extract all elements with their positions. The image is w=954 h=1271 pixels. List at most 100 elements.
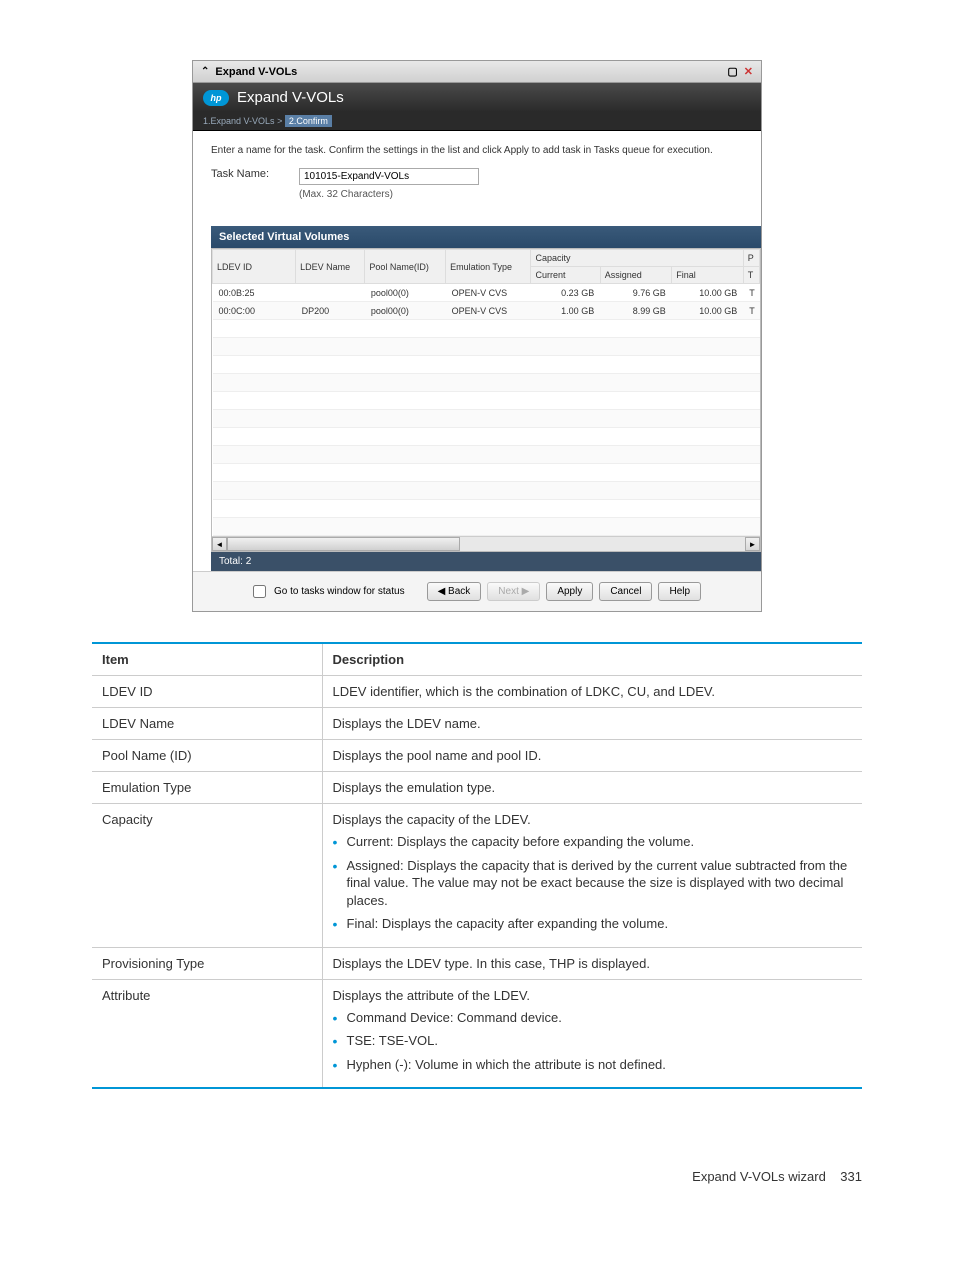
desc-row: CapacityDisplays the capacity of the LDE…	[92, 804, 862, 948]
cell-ldev-name: DP200	[296, 302, 365, 320]
breadcrumb-sep: >	[277, 116, 282, 126]
desc-text: Displays the LDEV type. In this case, TH…	[322, 947, 862, 979]
goto-tasks-label: Go to tasks window for status	[274, 586, 405, 597]
expand-vvols-dialog: ⌃ Expand V-VOLs ▢ ✕ hp Expand V-VOLs 1.E…	[192, 60, 762, 612]
volumes-table-wrap: LDEV ID LDEV Name Pool Name(ID) Emulatio…	[211, 248, 761, 552]
cell-emulation: OPEN-V CVS	[446, 284, 531, 302]
desc-bullet: Assigned: Displays the capacity that is …	[333, 857, 853, 910]
desc-item: Pool Name (ID)	[92, 740, 322, 772]
table-row	[213, 428, 760, 446]
cell-emulation: OPEN-V CVS	[446, 302, 531, 320]
total-count: 2	[246, 556, 252, 567]
desc-item: LDEV ID	[92, 676, 322, 708]
task-name-hint: (Max. 32 Characters)	[299, 189, 479, 200]
table-row[interactable]: 00:0B:25 pool00(0)OPEN-V CVS0.23 GB9.76 G…	[213, 284, 760, 302]
cell-final: 10.00 GB	[672, 302, 744, 320]
total-label: Total:	[219, 556, 243, 567]
desc-row: AttributeDisplays the attribute of the L…	[92, 979, 862, 1088]
section-title: Selected Virtual Volumes	[211, 226, 761, 248]
desc-bullet: TSE: TSE-VOL.	[333, 1032, 853, 1050]
titlebar: ⌃ Expand V-VOLs ▢ ✕	[193, 61, 761, 83]
window-title: Expand V-VOLs	[215, 66, 297, 78]
col-ldev-id[interactable]: LDEV ID	[213, 250, 296, 284]
page-footer-label: Expand V-VOLs wizard	[692, 1169, 826, 1184]
cancel-button[interactable]: Cancel	[599, 582, 652, 601]
col-pt1[interactable]: P	[743, 250, 759, 267]
col-emulation[interactable]: Emulation Type	[446, 250, 531, 284]
table-row	[213, 392, 760, 410]
task-name-label: Task Name:	[211, 168, 299, 180]
cell-pt: T	[743, 302, 759, 320]
horizontal-scrollbar[interactable]: ◄ ►	[212, 536, 760, 551]
scroll-left-icon[interactable]: ◄	[212, 537, 227, 551]
help-button[interactable]: Help	[658, 582, 701, 601]
table-row	[213, 374, 760, 392]
desc-header-desc: Description	[322, 643, 862, 676]
dialog-body: Enter a name for the task. Confirm the s…	[193, 131, 761, 226]
desc-bullet: Hyphen (-): Volume in which the attribut…	[333, 1056, 853, 1074]
desc-text: Displays the emulation type.	[322, 772, 862, 804]
desc-item: Provisioning Type	[92, 947, 322, 979]
scroll-track[interactable]	[227, 537, 745, 551]
table-row	[213, 518, 760, 536]
desc-item: LDEV Name	[92, 708, 322, 740]
table-row[interactable]: 00:0C:00DP200pool00(0)OPEN-V CVS1.00 GB8…	[213, 302, 760, 320]
maximize-icon[interactable]: ▢	[727, 65, 737, 78]
cell-pool: pool00(0)	[365, 302, 446, 320]
breadcrumb-step2: 2.Confirm	[285, 115, 332, 127]
total-bar: Total: 2	[211, 552, 761, 571]
cell-current: 0.23 GB	[531, 284, 600, 302]
hp-logo-icon: hp	[203, 90, 229, 106]
desc-item: Capacity	[92, 804, 322, 948]
desc-text: Displays the LDEV name.	[322, 708, 862, 740]
desc-text: Displays the capacity of the LDEV.Curren…	[322, 804, 862, 948]
col-pt2[interactable]: T	[743, 267, 759, 284]
dialog-title: Expand V-VOLs	[237, 89, 344, 106]
desc-text: Displays the attribute of the LDEV.Comma…	[322, 979, 862, 1088]
cell-assigned: 8.99 GB	[600, 302, 672, 320]
desc-text: LDEV identifier, which is the combinatio…	[322, 676, 862, 708]
col-final[interactable]: Final	[672, 267, 744, 284]
breadcrumb-step1[interactable]: 1.Expand V-VOLs	[203, 116, 275, 126]
desc-text: Displays the pool name and pool ID.	[322, 740, 862, 772]
apply-button[interactable]: Apply	[546, 582, 593, 601]
cell-ldev-id: 00:0B:25	[213, 284, 296, 302]
table-row	[213, 500, 760, 518]
desc-row: LDEV NameDisplays the LDEV name.	[92, 708, 862, 740]
col-assigned[interactable]: Assigned	[600, 267, 672, 284]
col-ldev-name[interactable]: LDEV Name	[296, 250, 365, 284]
cell-pt: T	[743, 284, 759, 302]
desc-item: Attribute	[92, 979, 322, 1088]
page-number: 331	[840, 1169, 862, 1184]
desc-row: Emulation TypeDisplays the emulation typ…	[92, 772, 862, 804]
col-pool[interactable]: Pool Name(ID)	[365, 250, 446, 284]
dialog-footer: Go to tasks window for status ◀ Back Nex…	[193, 571, 761, 611]
desc-row: Pool Name (ID)Displays the pool name and…	[92, 740, 862, 772]
task-name-input[interactable]	[299, 168, 479, 185]
page-footer: Expand V-VOLs wizard 331	[92, 1169, 862, 1184]
col-current[interactable]: Current	[531, 267, 600, 284]
col-capacity[interactable]: Capacity	[531, 250, 743, 267]
scroll-thumb[interactable]	[227, 537, 460, 551]
close-icon[interactable]: ✕	[744, 65, 753, 78]
breadcrumb: 1.Expand V-VOLs > 2.Confirm	[193, 112, 761, 131]
desc-row: Provisioning TypeDisplays the LDEV type.…	[92, 947, 862, 979]
cell-ldev-name	[296, 284, 365, 302]
collapse-icon[interactable]: ⌃	[201, 66, 209, 77]
volumes-table: LDEV ID LDEV Name Pool Name(ID) Emulatio…	[212, 249, 760, 536]
instruction-text: Enter a name for the task. Confirm the s…	[211, 145, 743, 156]
cell-ldev-id: 00:0C:00	[213, 302, 296, 320]
desc-header-item: Item	[92, 643, 322, 676]
table-row	[213, 320, 760, 338]
back-button[interactable]: ◀ Back	[427, 582, 482, 601]
cell-assigned: 9.76 GB	[600, 284, 672, 302]
goto-tasks-checkbox[interactable]	[253, 585, 266, 598]
table-row	[213, 482, 760, 500]
desc-bullet: Command Device: Command device.	[333, 1009, 853, 1027]
cell-pool: pool00(0)	[365, 284, 446, 302]
cell-final: 10.00 GB	[672, 284, 744, 302]
scroll-right-icon[interactable]: ►	[745, 537, 760, 551]
table-row	[213, 410, 760, 428]
next-button: Next ▶	[487, 582, 540, 601]
table-row	[213, 338, 760, 356]
